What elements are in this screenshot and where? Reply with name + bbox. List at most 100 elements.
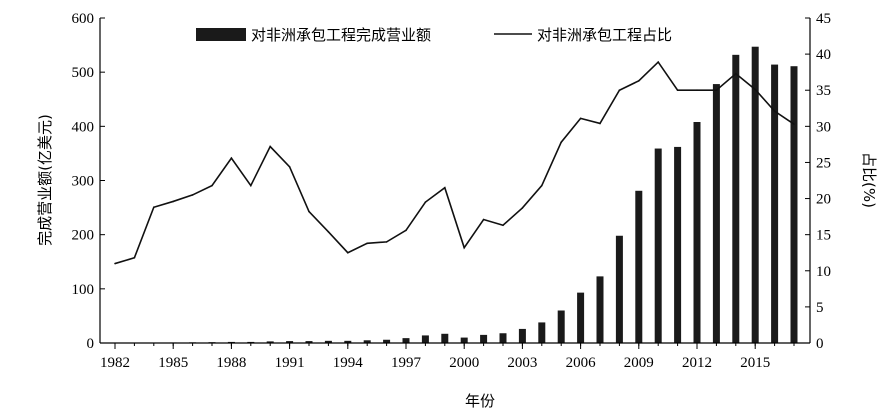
share-point-1989	[250, 184, 252, 187]
bar-2001	[480, 334, 488, 344]
share-point-1997	[405, 229, 407, 232]
bar-2005	[557, 310, 565, 343]
bar-1996	[383, 339, 391, 343]
share-point-1986	[191, 194, 194, 196]
bar-2007	[596, 276, 604, 344]
bars-layer	[111, 46, 798, 344]
share-point-1998	[424, 201, 427, 203]
share-point-2005	[560, 141, 562, 144]
share-point-1999	[444, 186, 446, 189]
bar-1992	[305, 341, 313, 343]
bar-2002	[499, 333, 507, 343]
share-point-2001	[482, 218, 485, 221]
share-point-2011	[676, 89, 679, 92]
y-right-tick-label-5: 5	[816, 300, 824, 316]
x-axis-title: 年份	[465, 392, 495, 410]
bar-2009	[635, 190, 643, 343]
y-right-tick-label-15: 15	[816, 228, 831, 244]
x-tick-label-2006: 2006	[566, 355, 597, 371]
share-point-2004	[541, 184, 543, 187]
y-right-tick-label-45: 45	[816, 11, 831, 27]
y-left-tick-label-600: 600	[72, 11, 95, 27]
share-point-1996	[385, 241, 388, 243]
share-point-2003	[521, 207, 524, 209]
y-right-tick-label-20: 20	[816, 192, 831, 208]
share-point-2015	[754, 88, 756, 91]
y-right-tick-label-40: 40	[816, 47, 831, 63]
share-point-1984	[153, 206, 155, 209]
y-left-tick-label-0: 0	[87, 336, 95, 352]
y-right-tick-label-25: 25	[816, 155, 831, 171]
bar-2013	[712, 84, 720, 343]
bar-1997	[402, 338, 410, 344]
bar-2010	[654, 148, 662, 343]
legend-line-label: 对非洲承包工程占比	[537, 26, 672, 44]
share-point-2017	[793, 123, 795, 125]
bar-1995	[363, 340, 371, 343]
share-point-1985	[172, 200, 174, 203]
bar-2017	[790, 66, 798, 344]
share-point-2008	[618, 89, 621, 92]
share-point-2012	[696, 89, 698, 92]
bar-2006	[577, 292, 585, 344]
x-tick-label-2012: 2012	[682, 355, 712, 371]
y-left-tick-label-100: 100	[72, 282, 95, 298]
y-left-tick-label-500: 500	[72, 65, 95, 81]
share-point-1983	[133, 256, 136, 259]
share-line-series	[114, 60, 795, 265]
bar-2015	[751, 46, 759, 344]
x-tick-label-1994: 1994	[333, 355, 364, 371]
bar-1993	[324, 340, 332, 343]
share-point-2014	[735, 72, 737, 75]
share-point-2000	[463, 246, 466, 249]
share-point-2013	[715, 89, 718, 92]
bar-1998	[421, 335, 429, 343]
share-point-1994	[347, 251, 349, 254]
bar-2004	[538, 322, 546, 343]
y-right-tick-label-30: 30	[816, 119, 831, 135]
y-right-tick-label-10: 10	[816, 264, 831, 280]
y-left-axis-title: 完成营业额(亿美元)	[36, 114, 54, 246]
y-right-tick-label-0: 0	[816, 336, 824, 352]
bar-2011	[674, 146, 682, 343]
y-left-tick-label-300: 300	[72, 174, 95, 190]
share-point-1988	[230, 157, 233, 159]
y-left-tick-label-200: 200	[72, 228, 95, 244]
bar-1994	[344, 340, 352, 343]
y-left-tick-label-400: 400	[72, 119, 95, 135]
x-tick-label-2009: 2009	[624, 355, 654, 371]
share-point-2007	[599, 122, 601, 125]
y-right-tick-label-35: 35	[816, 83, 831, 99]
x-tick-label-1991: 1991	[275, 355, 305, 371]
x-tick-label-1982: 1982	[100, 355, 130, 371]
x-tick-label-1988: 1988	[216, 355, 246, 371]
x-tick-label-2003: 2003	[507, 355, 537, 371]
bar-1990	[266, 341, 274, 344]
share-point-2010	[657, 61, 659, 63]
share-point-1991	[288, 165, 291, 168]
x-tick-label-2000: 2000	[449, 355, 479, 371]
share-point-1987	[211, 184, 213, 187]
legend-bar-label: 对非洲承包工程完成营业额	[251, 26, 431, 44]
bar-2003	[518, 328, 526, 343]
y-right-axis-title: 占比(%)	[860, 152, 878, 208]
x-tick-label-1985: 1985	[158, 355, 188, 371]
share-point-1982	[114, 262, 116, 265]
bar-1999	[441, 333, 449, 343]
share-point-2006	[579, 117, 582, 120]
share-point-2016	[773, 110, 776, 112]
share-point-2009	[638, 80, 640, 82]
share-point-1993	[327, 230, 330, 233]
legend: 对非洲承包工程完成营业额 对非洲承包工程占比	[196, 26, 672, 44]
legend-bar-swatch	[196, 28, 246, 41]
bar-2012	[693, 122, 701, 343]
x-tick-label-2015: 2015	[740, 355, 770, 371]
line-layer	[114, 60, 795, 265]
bar-2014	[732, 54, 740, 343]
share-point-1992	[308, 210, 310, 213]
axes-layer: 0 100 200 300 400 500 600 0 5 10 15 20 25 30 35 40 45 198…	[72, 11, 832, 371]
x-tick-label-1997: 1997	[391, 355, 422, 371]
bar-1991	[286, 341, 294, 343]
